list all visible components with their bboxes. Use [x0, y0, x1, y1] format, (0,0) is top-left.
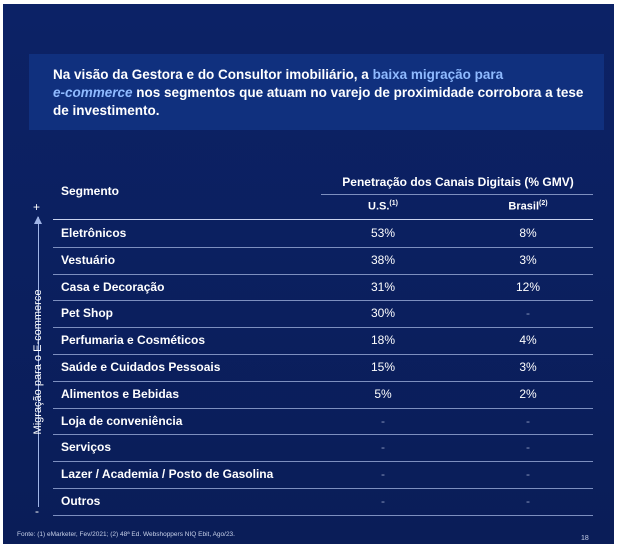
banner-text: Na visão da Gestora e do Consultor imobi…: [53, 66, 598, 120]
us-value: 18%: [370, 333, 396, 348]
us-value: 31%: [370, 279, 396, 294]
br-value: 12%: [515, 279, 541, 294]
axis-line: [38, 217, 39, 507]
segment: Alimentos e Bebidas: [61, 386, 180, 401]
axis-label: Migração para o E-commerce: [32, 289, 44, 435]
text: U.S.: [368, 200, 390, 213]
br-value: -: [526, 494, 530, 508]
segment: Serviços: [61, 440, 112, 455]
br-value: 3%: [519, 360, 537, 374]
note: (2): [539, 200, 548, 207]
header-group: Penetração dos Canais Digitais (% GMV): [342, 175, 574, 189]
segment: Eletrônicos: [61, 226, 127, 240]
row-divider: [53, 514, 593, 516]
row-divider: [53, 327, 593, 329]
row-divider: [53, 488, 593, 489]
source: Fonte: (1) eMarketer, Fev/2021; (2) 48ª …: [17, 531, 235, 538]
segment: Vestuário: [61, 252, 116, 267]
divider: [321, 194, 593, 195]
header-us: U.S.(1): [323, 200, 443, 213]
text: Brasil: [508, 200, 539, 213]
axis-bottom: -: [35, 504, 39, 518]
row-divider: [53, 461, 593, 463]
segment: Loja de conveniência: [61, 413, 183, 428]
highlight: baixa migração para: [372, 67, 504, 82]
row-divider: [53, 354, 593, 355]
us-value: 15%: [370, 360, 396, 374]
us-value: -: [381, 413, 385, 428]
br-value: 4%: [519, 333, 537, 348]
highlight: e-commerce: [53, 85, 133, 100]
us-value: -: [381, 467, 385, 482]
us-value: -: [381, 494, 385, 508]
row-divider: [53, 246, 593, 248]
us-value: 38%: [370, 252, 396, 267]
slide: Na visão da Gestora e do Consultor imobi…: [3, 4, 614, 544]
axis-top: +: [33, 200, 41, 214]
row-divider: [53, 300, 593, 302]
segment: Perfumaria e Cosméticos: [61, 333, 206, 348]
br-value: 2%: [519, 386, 537, 401]
axis-arrow: [34, 216, 42, 224]
br-value: -: [526, 306, 530, 321]
page-number: 18: [581, 535, 589, 542]
header-segment: Segmento: [61, 184, 120, 198]
note: (1): [389, 200, 398, 207]
header-br: Brasil(2): [468, 200, 588, 213]
us-value: 30%: [370, 306, 396, 321]
us-value: -: [381, 440, 385, 455]
segment: Lazer / Academia / Posto de Gasolina: [61, 467, 274, 482]
br-value: -: [526, 467, 530, 482]
banner: Na visão da Gestora e do Consultor imobi…: [29, 54, 604, 130]
br-value: 3%: [519, 252, 537, 267]
divider: [53, 219, 593, 220]
br-value: 8%: [519, 226, 537, 240]
br-value: -: [526, 413, 530, 428]
us-value: 5%: [374, 386, 392, 401]
segment: Casa e Decoração: [61, 279, 165, 294]
text: nos segmentos que atuam no varejo de pro…: [53, 85, 584, 118]
br-value: -: [526, 440, 530, 455]
row-divider: [53, 273, 593, 275]
segment: Outros: [61, 494, 101, 508]
row-divider: [53, 434, 593, 436]
us-value: 53%: [370, 226, 396, 240]
row-divider: [53, 407, 593, 409]
row-divider: [53, 380, 593, 382]
segment: Pet Shop: [61, 306, 114, 321]
text: Na visão da Gestora e do Consultor imobi…: [53, 67, 373, 82]
segment: Saúde e Cuidados Pessoais: [61, 360, 221, 374]
